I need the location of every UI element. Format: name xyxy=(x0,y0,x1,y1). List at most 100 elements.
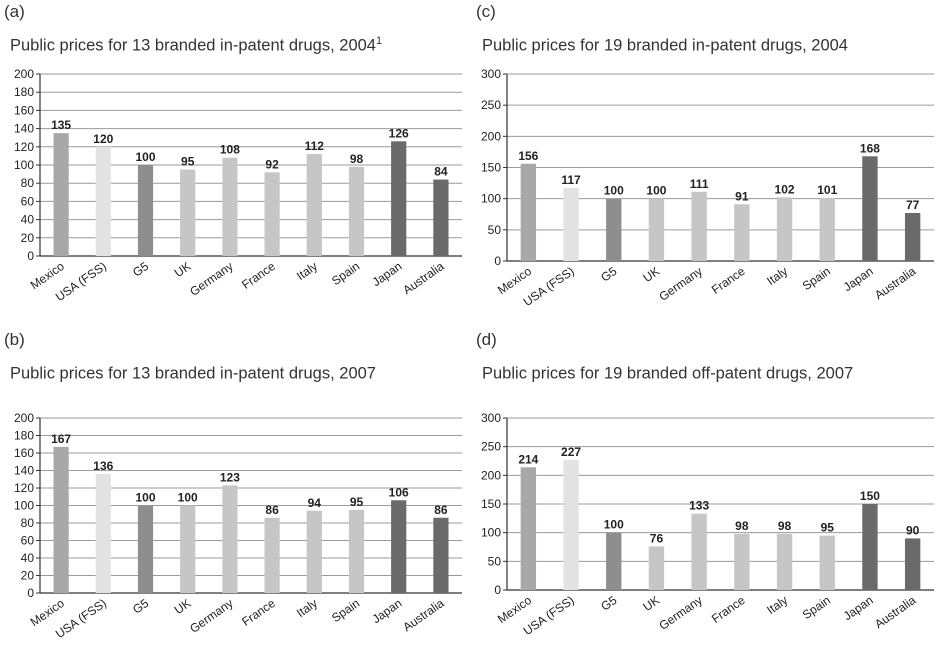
bar-value-label: 95 xyxy=(350,495,364,509)
y-tick-label: 0 xyxy=(494,583,501,597)
bar-germany xyxy=(691,191,707,261)
bar-chart-b: 020406080100120140160180200167Mexico136U… xyxy=(14,411,462,641)
y-tick-label: 100 xyxy=(14,499,34,513)
chart-title: Public prices for 19 branded off-patent … xyxy=(482,363,853,384)
x-category-label: Japan xyxy=(841,593,876,623)
bar-usa-fss xyxy=(95,474,111,593)
x-category-label: G5 xyxy=(130,596,151,617)
bar-value-label: 112 xyxy=(305,139,325,153)
bar-value-label: 214 xyxy=(518,452,538,466)
bar-uk xyxy=(648,198,665,261)
bar-value-label: 102 xyxy=(775,182,795,196)
x-category-label: Italy xyxy=(764,264,790,288)
y-tick-label: 250 xyxy=(481,440,501,454)
bar-value-label: 98 xyxy=(778,519,792,533)
bar-italy xyxy=(306,510,322,593)
y-tick-label: 150 xyxy=(481,497,501,511)
y-tick-label: 20 xyxy=(21,231,35,245)
x-category-label: France xyxy=(709,264,748,297)
x-category-label: UK xyxy=(640,593,662,614)
chart-title: Public prices for 19 branded in-patent d… xyxy=(482,35,848,56)
bar-value-label: 150 xyxy=(860,489,880,503)
bar-value-label: 133 xyxy=(689,499,709,513)
y-tick-label: 120 xyxy=(14,140,34,154)
bar-germany xyxy=(691,513,707,590)
chart-title-text: Public prices for 19 branded off-patent … xyxy=(482,364,854,383)
x-category-label: UK xyxy=(640,264,662,285)
x-category-label: Japan xyxy=(370,259,405,289)
bar-value-label: 92 xyxy=(265,157,279,171)
bar-value-label: 101 xyxy=(817,183,837,197)
y-tick-label: 200 xyxy=(481,468,501,482)
bar-value-label: 168 xyxy=(860,141,880,155)
bar-italy xyxy=(776,197,793,261)
x-category-label: G5 xyxy=(598,264,619,285)
bar-mexico xyxy=(53,446,69,593)
bar-spain xyxy=(348,509,365,593)
bar-value-label: 77 xyxy=(906,198,920,212)
y-tick-label: 0 xyxy=(27,249,34,263)
y-tick-label: 300 xyxy=(481,67,501,81)
bar-japan xyxy=(862,156,878,261)
bar-g5 xyxy=(137,505,154,593)
y-tick-label: 160 xyxy=(14,446,34,460)
bar-uk xyxy=(648,546,665,590)
panel-a: (a) Public prices for 13 branded in-pate… xyxy=(0,0,472,328)
bar-france xyxy=(734,204,750,261)
bar-germany xyxy=(222,485,238,593)
x-category-label: Spain xyxy=(329,596,362,625)
bar-italy xyxy=(776,533,793,590)
bar-japan xyxy=(862,504,878,590)
bar-spain xyxy=(819,198,835,261)
bar-australia xyxy=(904,538,921,590)
y-tick-label: 50 xyxy=(488,223,502,237)
x-category-label: France xyxy=(239,596,278,629)
y-tick-label: 100 xyxy=(14,158,34,172)
x-category-label: Germany xyxy=(656,264,704,304)
bar-value-label: 86 xyxy=(434,503,448,517)
chart-title-text: Public prices for 13 branded in-patent d… xyxy=(10,364,376,383)
x-category-label: UK xyxy=(172,596,194,617)
bar-germany xyxy=(222,157,238,256)
x-category-label: Italy xyxy=(294,259,320,283)
panel-b: (b) Public prices for 13 branded in-pate… xyxy=(0,328,472,656)
x-category-label: Spain xyxy=(800,264,833,293)
panel-c: (c) Public prices for 19 branded in-pate… xyxy=(472,0,944,328)
y-tick-label: 140 xyxy=(14,464,34,478)
bar-france xyxy=(264,172,280,256)
x-category-label: Australia xyxy=(872,264,919,302)
bar-value-label: 100 xyxy=(646,184,666,198)
y-tick-label: 20 xyxy=(21,569,35,583)
bar-g5 xyxy=(606,198,622,261)
bar-value-label: 94 xyxy=(308,496,322,510)
bar-japan xyxy=(391,500,407,593)
x-category-label: Australia xyxy=(872,593,919,631)
bar-value-label: 117 xyxy=(561,173,581,187)
x-category-label: Spain xyxy=(329,259,362,288)
y-tick-label: 300 xyxy=(481,411,501,425)
chart-title-text: Public prices for 19 branded in-patent d… xyxy=(482,36,848,55)
bar-value-label: 120 xyxy=(93,132,113,146)
y-tick-label: 100 xyxy=(481,192,501,206)
chart-title-text: Public prices for 13 branded in-patent d… xyxy=(10,36,376,55)
y-tick-label: 140 xyxy=(14,122,34,136)
bar-value-label: 100 xyxy=(604,518,624,532)
bar-spain xyxy=(348,166,365,256)
x-category-label: France xyxy=(709,593,748,626)
bar-value-label: 76 xyxy=(650,531,664,545)
panel-letter: (c) xyxy=(476,2,496,21)
bar-value-label: 111 xyxy=(690,177,709,191)
x-category-label: Australia xyxy=(400,259,447,297)
bar-uk xyxy=(180,505,196,593)
bar-value-label: 135 xyxy=(51,118,71,132)
chart-title: Public prices for 13 branded in-patent d… xyxy=(10,35,382,56)
bar-chart-a: 020406080100120140160180200135Mexico120U… xyxy=(14,67,462,304)
bar-value-label: 136 xyxy=(93,459,113,473)
bar-usa-fss xyxy=(563,188,579,261)
bar-value-label: 227 xyxy=(561,445,581,459)
x-category-label: Italy xyxy=(764,593,790,617)
bar-australia xyxy=(904,213,921,261)
y-tick-label: 150 xyxy=(481,161,501,175)
